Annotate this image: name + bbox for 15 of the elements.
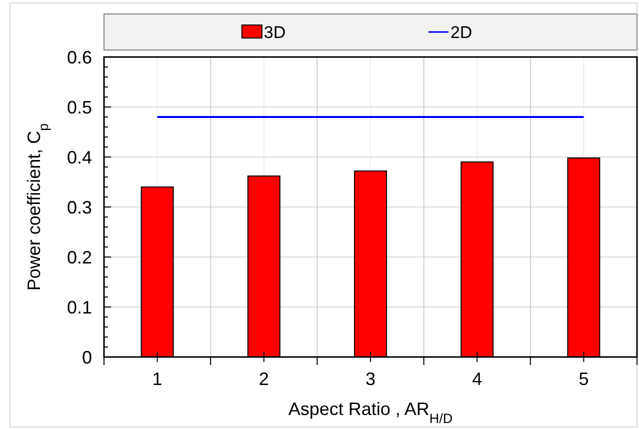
y-tick-label: 0.4 — [66, 147, 92, 168]
x-tick-label: 1 — [152, 369, 162, 389]
x-tick-label: 4 — [472, 369, 482, 389]
x-axis-title: Aspect Ratio , AR$_{H/D}$ — [288, 399, 453, 426]
y-tick-label: 0.3 — [66, 197, 92, 218]
legend-label: 2D — [450, 22, 472, 42]
legend-label: 3D — [264, 22, 286, 42]
y-tick-label: 0.6 — [66, 47, 92, 68]
y-tick-label: 0.2 — [66, 247, 92, 268]
x-tick-label: 5 — [578, 369, 589, 389]
y-tick-label: 0.1 — [66, 297, 92, 318]
x-tick-label: 3 — [365, 369, 376, 389]
x-tick-label: 2 — [258, 369, 269, 389]
y-tick-label: 0 — [82, 347, 92, 368]
y-tick-label: 0.5 — [66, 97, 92, 118]
